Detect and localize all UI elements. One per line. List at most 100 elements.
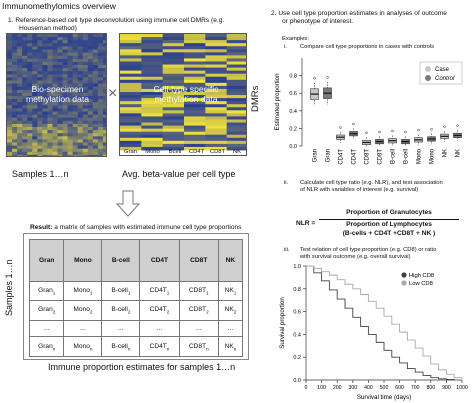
heatmap-cell <box>52 74 58 78</box>
heatmap-cell <box>162 146 185 151</box>
heatmap-cell <box>62 136 68 140</box>
table-row: Gran2 Mono2 B-cell2 CD4T2 CD8T2 NK2 <box>28 300 244 321</box>
celltype-label-cd4t: CD4T <box>188 149 205 155</box>
heatmap-cell <box>184 34 206 38</box>
heatmap-cell <box>97 145 104 150</box>
heatmap-cell <box>17 148 23 153</box>
step2-line1: 2. Use cell type proportion estimates in… <box>271 10 447 17</box>
nlr-lhs: NLR = <box>296 220 316 227</box>
heatmap-cell <box>92 130 99 134</box>
y-tick-label: 0.4 <box>293 332 301 338</box>
heatmap-cell <box>87 145 94 150</box>
heatmap-cell <box>7 105 13 109</box>
x-tick-label: CD4T <box>339 149 345 165</box>
heatmap-cell <box>82 120 89 125</box>
heatmap-cell <box>17 89 23 94</box>
heatmap-cell <box>37 58 43 63</box>
heatmap-cell <box>205 43 228 47</box>
heatmap-cell <box>22 114 28 119</box>
heatmap-cell <box>205 61 228 65</box>
heatmap-cell <box>42 92 48 97</box>
heatmap-cell <box>52 43 58 47</box>
heatmap-cell <box>62 148 68 153</box>
heatmap-cell <box>57 151 63 156</box>
heatmap-cell <box>82 49 89 53</box>
heatmap-cell <box>57 68 63 72</box>
heatmap-cell <box>37 145 43 150</box>
heatmap-cell <box>72 99 79 103</box>
heatmap-cell <box>47 89 53 94</box>
heatmap-cell <box>205 55 228 59</box>
heatmap-cell <box>67 114 74 119</box>
heatmap-cell <box>57 127 63 131</box>
samples-caption: Samples 1…n <box>12 169 69 179</box>
heatmap-cell <box>102 58 106 63</box>
y-tick-label: 0.8 <box>289 74 297 80</box>
table-header-cell: NK <box>217 239 244 282</box>
heatmap-cell <box>12 46 18 50</box>
heatmap-cell <box>42 68 48 72</box>
heatmap-cell <box>97 89 104 94</box>
result-table: Gran Mono B-cell CD4T CD8T NK Gran1 Mono1 B-cel… <box>28 239 244 357</box>
heatmap-cell <box>184 64 206 68</box>
heatmap-cell <box>184 110 206 114</box>
heatmap-cell <box>47 58 53 63</box>
heatmap-cell <box>32 148 38 153</box>
heatmap-cell <box>22 40 28 44</box>
heatmap-cell <box>17 68 23 72</box>
heatmap-cell <box>22 65 28 69</box>
heatmap-cell <box>205 137 228 142</box>
x-tick-label: 200 <box>333 385 342 391</box>
heatmap-cell <box>62 58 68 63</box>
heatmap-cell <box>67 40 74 44</box>
table-cell: NKn <box>217 336 244 357</box>
heatmap-cell <box>97 96 104 100</box>
heatmap-cell <box>102 65 106 69</box>
heatmap-cell <box>7 92 13 97</box>
heatmap-cell <box>102 43 106 47</box>
heatmap-cell <box>87 151 94 156</box>
heatmap-cell <box>226 110 246 114</box>
x-tick-label: B-cell <box>391 149 397 164</box>
heatmap-cell <box>47 71 53 75</box>
heatmap-cell <box>42 49 48 53</box>
heatmap-cell <box>102 49 106 53</box>
heatmap-cell <box>77 92 84 97</box>
heatmap-cell <box>62 151 68 156</box>
heatmap-cell <box>57 105 63 109</box>
heatmap-cell <box>37 74 43 78</box>
heatmap-cell <box>162 98 185 102</box>
heatmap-cell <box>72 154 79 156</box>
heatmap-cell <box>62 108 68 112</box>
heatmap-cell <box>141 110 164 114</box>
heatmap-cell <box>42 77 48 81</box>
heatmap-cell <box>226 134 246 139</box>
heatmap-cell <box>226 122 246 126</box>
heatmap-cell <box>67 145 74 150</box>
heatmap-cell <box>7 86 13 91</box>
heatmap-cell <box>32 151 38 156</box>
heatmap-cell <box>17 114 23 119</box>
heatmap-cell <box>82 142 89 146</box>
heatmap-cell <box>32 43 38 47</box>
heatmap-cell <box>62 37 68 41</box>
heatmap-cell <box>52 89 58 94</box>
heatmap-cell <box>17 123 23 128</box>
heatmap-cell <box>42 61 48 66</box>
heatmap-cell <box>42 99 48 103</box>
heatmap-cell <box>47 151 53 156</box>
heatmap-cell <box>32 99 38 103</box>
heatmap-cell <box>27 148 33 153</box>
heatmap-cell <box>162 116 185 120</box>
heatmap-cell <box>162 85 185 90</box>
heatmap-cell <box>97 105 104 109</box>
celltype-label-bcell: Bcell <box>168 149 182 155</box>
heatmap-cell <box>52 83 58 88</box>
heatmap-cell <box>82 145 89 150</box>
heatmap-cell <box>12 92 18 97</box>
heatmap-cell <box>77 34 84 38</box>
heatmap-cell <box>82 34 89 38</box>
heatmap-cell <box>22 105 28 109</box>
heatmap-cell <box>57 145 63 150</box>
heatmap-cell <box>67 46 74 50</box>
